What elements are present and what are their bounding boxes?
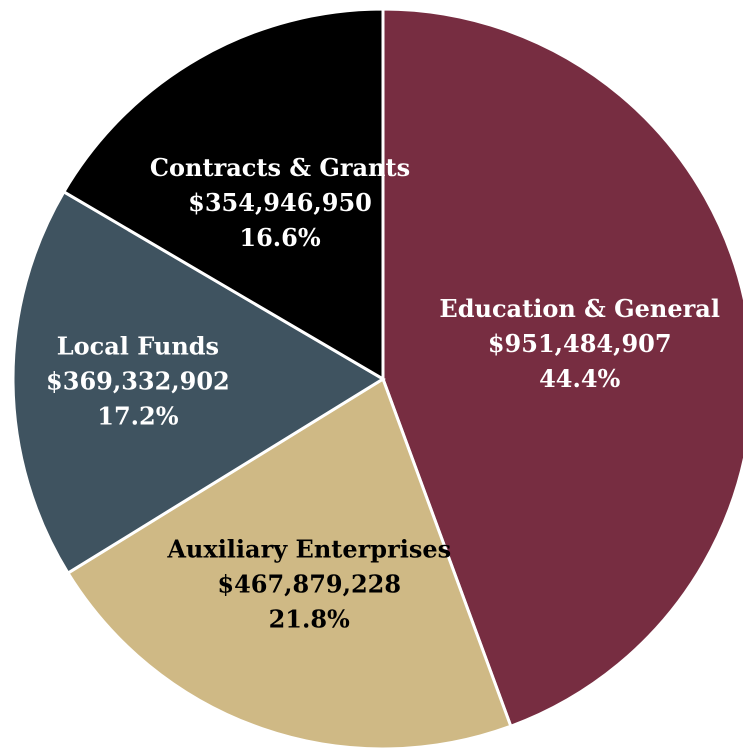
pie-slice-local-funds	[11, 189, 386, 576]
pie-labels: Education & General $951,484,907 44.4% Auxi…	[46, 153, 720, 633]
pie-slice-auxiliary-enterprises	[65, 376, 513, 751]
slice-label-education-and-general: Education & General $951,484,907 44.4%	[439, 294, 720, 393]
slice-category-label: Local Funds	[57, 332, 219, 361]
slice-percent-label: 16.6%	[239, 223, 320, 252]
slice-label-local-funds: Local Funds $369,332,902 17.2%	[46, 332, 230, 431]
slice-value-label: $354,946,950	[188, 188, 372, 217]
slice-percent-label: 17.2%	[97, 402, 178, 431]
slice-category-label: Contracts & Grants	[150, 153, 410, 182]
pie-slices	[11, 7, 743, 751]
slice-value-label: $369,332,902	[46, 367, 230, 396]
slice-category-label: Auxiliary Enterprises	[166, 534, 451, 563]
pie-slice-education-and-general	[381, 7, 743, 729]
slice-label-contracts-and-grants: Contracts & Grants $354,946,950 16.6%	[150, 153, 410, 252]
slice-percent-label: 21.8%	[269, 604, 350, 633]
slice-value-label: $467,879,228	[217, 569, 401, 598]
pie-slice-contracts-and-grants	[61, 7, 385, 382]
slice-category-label: Education & General	[439, 294, 720, 323]
slice-value-label: $951,484,907	[488, 329, 672, 358]
slice-percent-label: 44.4%	[539, 364, 620, 393]
slice-label-auxiliary-enterprises: Auxiliary Enterprises $467,879,228 21.8%	[166, 534, 451, 633]
